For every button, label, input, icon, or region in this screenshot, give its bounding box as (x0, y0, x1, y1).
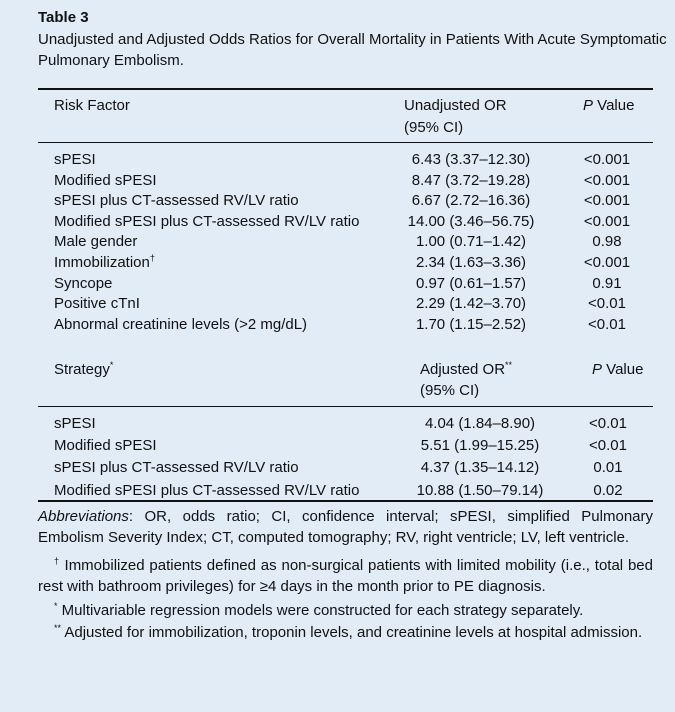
footnote-marker: † (149, 253, 155, 263)
risk-factor-cell: Immobilization† (54, 253, 155, 273)
risk-factor-cell: Abnormal creatinine levels (>2 mg/dL) (54, 315, 307, 335)
table-row: sPESI plus CT-assessed RV/LV ratio 6.67 (… (0, 191, 675, 211)
risk-factor-cell: Male gender (54, 232, 137, 252)
table-row: Positive cTnI 2.29 (1.42–3.70) <0.01 (0, 294, 675, 314)
top-rule (38, 88, 653, 90)
table-row: Modified sPESI 8.47 (3.72–19.28) <0.001 (0, 171, 675, 191)
unadjusted-or-cell: 2.29 (1.42–3.70) (415, 295, 527, 313)
p-value-cell: <0.01 (589, 437, 627, 455)
p-value-cell: <0.01 (588, 295, 626, 313)
table-label: Table 3 (38, 9, 89, 26)
table-row: Syncope 0.97 (0.61–1.57) 0.91 (0, 274, 675, 294)
title-block: Table 3 Unadjusted and Adjusted Odds Rat… (38, 8, 668, 71)
table-row: Modified sPESI plus CT-assessed RV/LV ra… (0, 481, 675, 501)
table-caption: Unadjusted and Adjusted Odds Ratios for … (38, 31, 667, 69)
header-adjusted-ci: (95% CI) (420, 382, 480, 399)
risk-factor-label: sPESI plus CT-assessed RV/LV ratio (54, 192, 299, 210)
p-value-cell: <0.01 (589, 415, 627, 432)
p-value-cell: <0.01 (588, 315, 626, 333)
unadjusted-or-cell: 1.00 (0.71–1.42) (415, 233, 527, 251)
risk-factor-label: Modified sPESI (54, 171, 157, 189)
unadjusted-or-cell: 8.47 (3.72–19.28) (411, 171, 531, 189)
unadjusted-or-cell: 1.70 (1.15–2.52) (415, 315, 527, 333)
unadjusted-or-cell: 6.67 (2.72–16.36) (411, 192, 531, 210)
unadjusted-or-cell: 0.97 (0.61–1.57) (415, 274, 527, 292)
adjusted-or-cell: 4.04 (1.84–8.90) (424, 415, 536, 432)
table-row: sPESI 4.04 (1.84–8.90) <0.01 (0, 414, 675, 434)
unadjusted-or-cell: 6.43 (3.37–12.30) (411, 151, 531, 168)
unadjusted-or-cell: 2.34 (1.63–3.36) (415, 254, 527, 271)
risk-factor-cell: Modified sPESI plus CT-assessed RV/LV ra… (54, 212, 359, 232)
footnote-star: * Multivariable regression models were c… (54, 601, 584, 620)
header-rule-2 (38, 406, 653, 407)
p-value-cell: <0.001 (583, 254, 631, 271)
table-row: sPESI plus CT-assessed RV/LV ratio 4.37 (… (0, 458, 675, 478)
header-risk-factor: Risk Factor (54, 97, 130, 114)
risk-factor-label: Male gender (54, 233, 138, 251)
p-value-cell: 0.98 (592, 233, 622, 251)
strategy-cell: sPESI plus CT-assessed RV/LV ratio (54, 459, 299, 477)
p-value-cell: <0.001 (583, 151, 631, 168)
risk-factor-cell: sPESI plus CT-assessed RV/LV ratio (54, 191, 299, 211)
header-rule (38, 142, 653, 143)
risk-factor-cell: Positive cTnI (54, 294, 140, 314)
header-unadjusted-or: Unadjusted OR (404, 97, 507, 114)
p-value-cell: 0.02 (593, 481, 623, 499)
header-unadjusted-ci: (95% CI) (404, 119, 464, 136)
header-adjusted-or: Adjusted OR** (420, 360, 513, 379)
p-value-cell: 0.91 (592, 274, 622, 292)
table-row: Male gender 1.00 (0.71–1.42) 0.98 (0, 232, 675, 252)
risk-factor-cell: sPESI (54, 150, 96, 170)
adjusted-or-cell: 10.88 (1.50–79.14) (416, 481, 544, 499)
adjusted-or-cell: 5.51 (1.99–15.25) (420, 437, 540, 455)
risk-factor-label: Syncope (54, 274, 113, 292)
strategy-cell: Modified sPESI plus CT-assessed RV/LV ra… (54, 481, 360, 499)
footnote-abbreviations: Abbreviations: OR, odds ratio; CI, confi… (38, 508, 653, 546)
table-row: Immobilization† 2.34 (1.63–3.36) <0.001 (0, 253, 675, 273)
risk-factor-label: Immobilization (54, 254, 150, 271)
table-row: Abnormal creatinine levels (>2 mg/dL) 1.7… (0, 315, 675, 335)
header-p-value: P Value (583, 97, 635, 114)
strategy-cell: sPESI (54, 415, 96, 432)
footnote-dagger: † Immobilized patients defined as non-su… (38, 556, 653, 595)
p-value-cell: <0.001 (583, 171, 631, 189)
p-value-cell: <0.001 (583, 212, 631, 230)
risk-factor-label: Positive cTnI (54, 295, 140, 313)
footnote-double-star: ** Adjusted for immobilization, troponin… (54, 622, 643, 641)
risk-factor-label: Abnormal creatinine levels (>2 mg/dL) (54, 315, 308, 333)
table-row: sPESI 6.43 (3.37–12.30) <0.001 (0, 150, 675, 170)
bottom-rule (38, 500, 653, 502)
risk-factor-label: sPESI (54, 151, 96, 168)
p-value-cell: <0.001 (583, 192, 631, 210)
risk-factor-label: Modified sPESI plus CT-assessed RV/LV ra… (54, 212, 360, 230)
risk-factor-cell: Modified sPESI (54, 171, 157, 191)
risk-factor-cell: Syncope (54, 274, 112, 294)
unadjusted-or-cell: 14.00 (3.46–56.75) (407, 212, 535, 230)
header-strategy: Strategy* (54, 360, 114, 379)
header-p-value-2: P Value (592, 361, 644, 378)
adjusted-or-cell: 4.37 (1.35–14.12) (420, 459, 540, 477)
table-row: Modified sPESI plus CT-assessed RV/LV ra… (0, 212, 675, 232)
p-value-cell: 0.01 (593, 459, 623, 477)
table-row: Modified sPESI 5.51 (1.99–15.25) <0.01 (0, 436, 675, 456)
footnotes: Abbreviations: OR, odds ratio; CI, confi… (38, 507, 653, 643)
strategy-cell: Modified sPESI (54, 437, 157, 455)
